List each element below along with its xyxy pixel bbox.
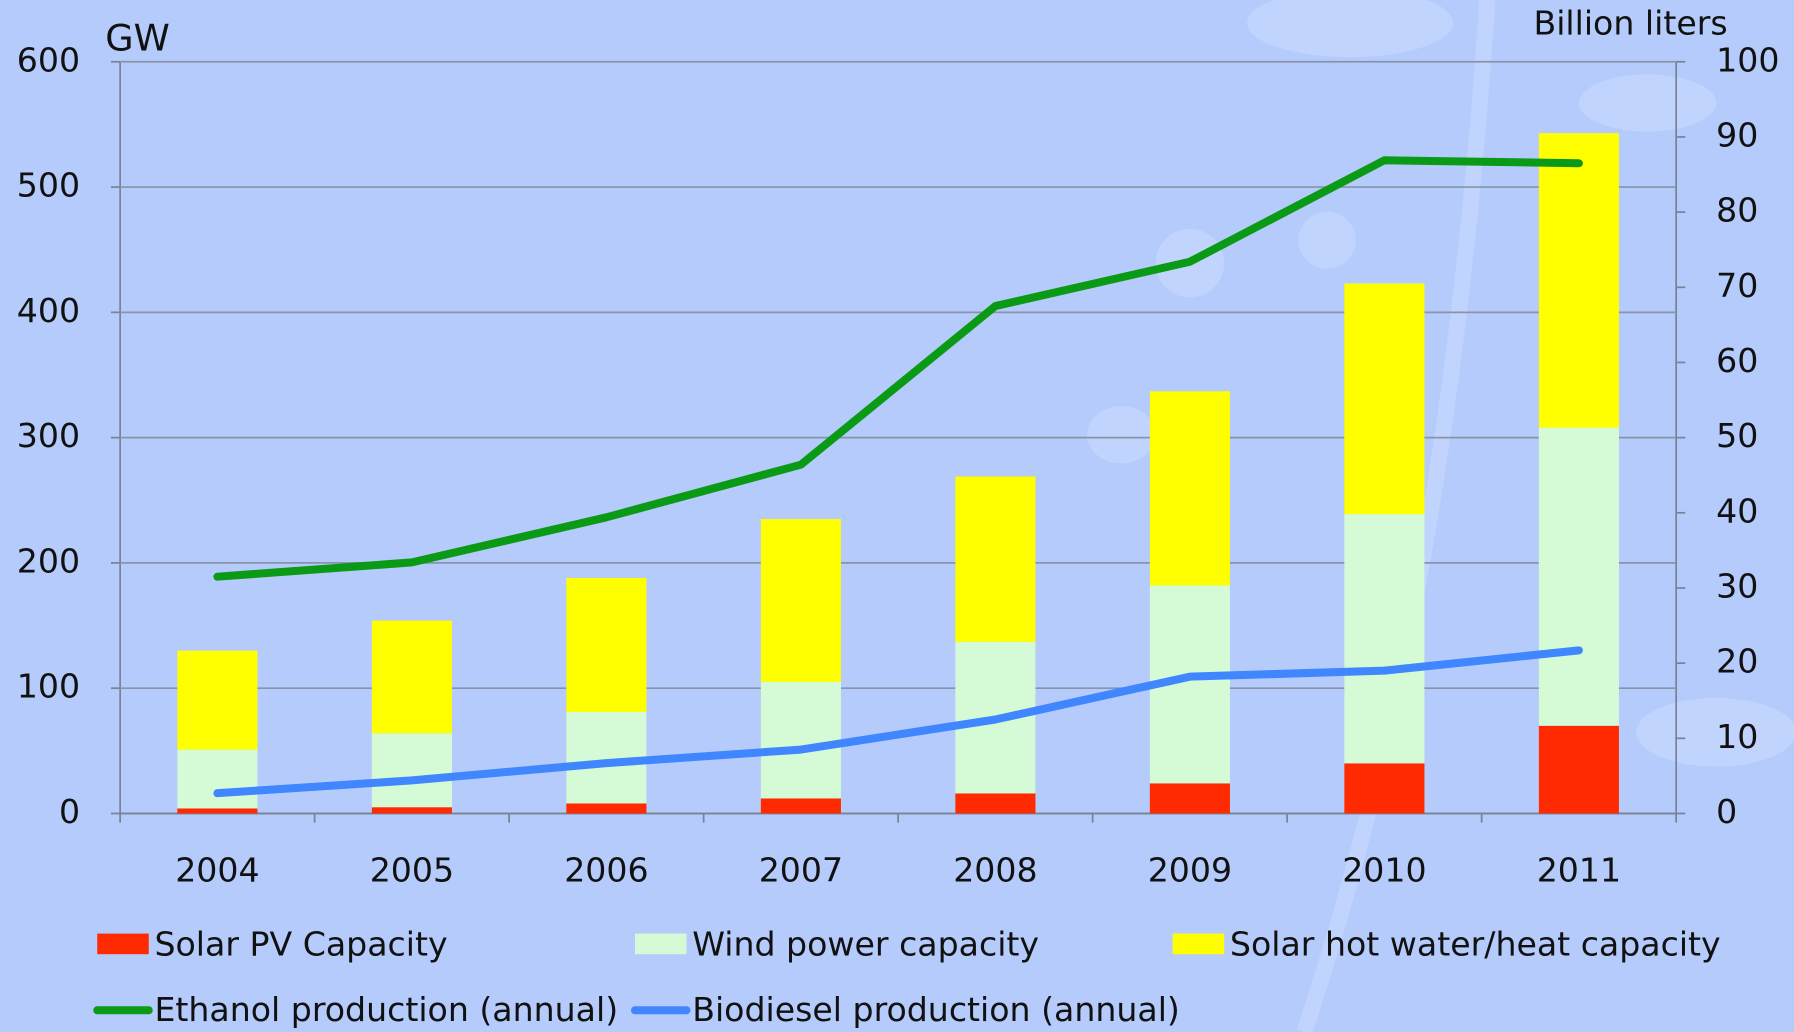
bar-segment — [955, 476, 1035, 641]
y2-tick-label: 20 — [1716, 642, 1758, 681]
legend-swatch — [635, 934, 686, 955]
x-tick-label: 2010 — [1342, 850, 1426, 889]
y2-tick-label: 80 — [1716, 191, 1758, 230]
bar-segment — [761, 682, 841, 799]
bar-segment — [372, 621, 452, 734]
bar-segment — [1539, 133, 1619, 427]
bar-segment — [177, 750, 257, 809]
legend-swatch — [1173, 934, 1224, 955]
x-tick-label: 2007 — [759, 850, 843, 889]
bar-segment — [955, 793, 1035, 813]
y2-tick-label: 50 — [1716, 416, 1758, 455]
legend-label: Solar PV Capacity — [154, 925, 447, 964]
chart: GW Billion liters 0 100 200 300 400 500 600 0 10… — [0, 0, 1794, 1032]
y2-axis-label: Billion liters — [1533, 4, 1727, 43]
y2-tick-label: 30 — [1716, 566, 1758, 605]
y2-tick-label: 90 — [1716, 115, 1758, 154]
bar-segment — [566, 803, 646, 813]
bar-segment — [1150, 391, 1230, 585]
bar-segment — [566, 578, 646, 712]
x-tick-label: 2004 — [175, 850, 259, 889]
legend-swatch — [97, 934, 148, 955]
y2-tick-label: 100 — [1716, 40, 1779, 79]
legend-label: Wind power capacity — [692, 925, 1039, 964]
x-tick-label: 2009 — [1148, 850, 1232, 889]
y-tick-label: 200 — [17, 541, 80, 580]
bar-segment — [761, 519, 841, 682]
bar-segment — [177, 808, 257, 813]
bar-segment — [177, 651, 257, 750]
y2-tick-label: 0 — [1716, 792, 1737, 831]
bar-segment — [372, 733, 452, 807]
x-tick-label: 2008 — [953, 850, 1037, 889]
bar-segment — [1344, 763, 1424, 813]
bar-segment — [372, 807, 452, 813]
y2-tick-label: 10 — [1716, 717, 1758, 756]
y2-tick-label: 60 — [1716, 341, 1758, 380]
x-tick-label: 2006 — [564, 850, 648, 889]
y-tick-label: 300 — [17, 416, 80, 455]
y-tick-label: 500 — [17, 166, 80, 205]
legend-label: Solar hot water/heat capacity — [1230, 925, 1721, 964]
legend-label: Ethanol production (annual) — [154, 990, 618, 1029]
y-tick-label: 600 — [17, 40, 80, 79]
y-tick-label: 100 — [17, 667, 80, 706]
bar-segment — [1539, 428, 1619, 726]
bar-segment — [1150, 783, 1230, 813]
y-tick-label: 0 — [59, 792, 80, 831]
y-axis-label: GW — [105, 17, 170, 60]
y-tick-label: 400 — [17, 291, 80, 330]
x-tick-label: 2011 — [1537, 850, 1621, 889]
bar-segment — [1539, 726, 1619, 814]
y2-tick-label: 70 — [1716, 266, 1758, 305]
bar-segment — [761, 798, 841, 813]
bar-segment — [1344, 284, 1424, 515]
bar-segment — [1344, 514, 1424, 763]
y2-tick-label: 40 — [1716, 491, 1758, 530]
legend-label: Biodiesel production (annual) — [692, 990, 1180, 1029]
x-tick-label: 2005 — [370, 850, 454, 889]
